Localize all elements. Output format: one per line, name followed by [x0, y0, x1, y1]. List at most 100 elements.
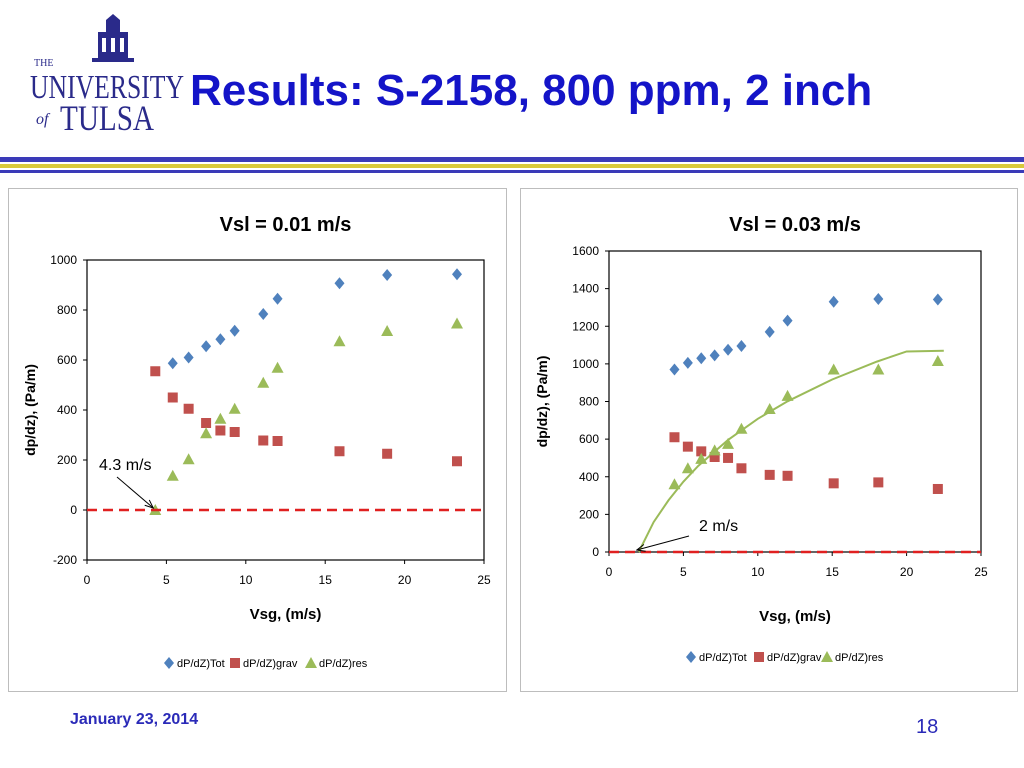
data-point-grav [873, 477, 884, 488]
data-point-res [166, 469, 179, 481]
y-tick-label: 200 [579, 507, 599, 521]
y-tick-label: 800 [57, 303, 77, 317]
legend-label-grav: dP/dZ)grav [767, 652, 822, 664]
data-point-grav [229, 427, 240, 437]
chart-title: Vsl = 0.03 m/s [729, 214, 861, 236]
annotation-arrow [116, 476, 154, 509]
header-rule-gold [0, 164, 1024, 168]
data-point-grav [167, 392, 178, 403]
x-tick-label: 25 [477, 573, 491, 587]
legend-marker-res [305, 657, 317, 668]
x-tick-label: 15 [826, 565, 840, 579]
header-rule-blue-bottom [0, 170, 1024, 173]
data-point-tot [258, 308, 269, 320]
y-tick-label: 600 [57, 353, 77, 367]
x-tick-label: 5 [163, 573, 170, 587]
data-point-tot [932, 293, 943, 306]
data-point-res [763, 403, 776, 415]
data-point-res [333, 335, 346, 347]
y-tick-label: 200 [57, 453, 77, 467]
x-tick-label: 15 [319, 573, 333, 587]
y-tick-label: 1200 [572, 319, 599, 333]
x-tick-label: 20 [398, 573, 412, 587]
data-point-res [681, 462, 694, 474]
data-point-res [668, 478, 681, 490]
chart-vsl-001: Vsl = 0.01 m/s -200 0 200 400 600 800 1000 0 5 10 1… [22, 214, 491, 670]
logo-the: THE [34, 58, 53, 69]
y-tick-label: 1000 [50, 253, 77, 267]
legend-marker-grav [230, 658, 240, 668]
university-logo-graphic: THE UNIVERSITY of TULSA [30, 14, 184, 138]
data-point-grav [932, 483, 943, 494]
data-point-res [708, 444, 721, 456]
legend-label-res: dP/dZ)res [835, 652, 884, 664]
annotation-arrowhead [144, 499, 155, 509]
data-point-tot [782, 314, 793, 327]
data-point-tot [696, 352, 707, 365]
data-point-res [722, 437, 735, 449]
legend-label-tot: dP/dZ)Tot [177, 658, 225, 670]
data-point-grav [723, 452, 734, 463]
data-point-tot [272, 292, 283, 305]
data-point-tot [709, 349, 720, 362]
chart-vsl-003: Vsl = 0.03 m/s02004006008001000120014001… [534, 214, 988, 664]
data-point-res [872, 363, 885, 375]
chart-panel-vsl-001: Vsl = 0.01 m/s -200 0 200 400 600 800 1000 0 5 10 1… [8, 188, 507, 692]
data-point-res [182, 453, 195, 465]
legend-marker-grav [754, 652, 764, 662]
data-point-tot [183, 351, 194, 364]
x-tick-label: 10 [239, 573, 253, 587]
y-tick-label: 1000 [572, 357, 599, 371]
data-point-grav [709, 451, 720, 462]
data-point-grav [183, 403, 194, 414]
x-tick-label: 0 [84, 573, 91, 587]
y-tick-label: -200 [53, 553, 77, 567]
y-axis-label: dp/dz), (Pa/m) [22, 364, 38, 456]
x-tick-label: 10 [751, 565, 765, 579]
data-point-tot [229, 324, 240, 337]
data-point-res [381, 325, 394, 336]
data-point-tot [764, 325, 775, 338]
data-point-tot [215, 333, 226, 346]
slide-title: Results: S-2158, 800 ppm, 2 inch [190, 66, 873, 115]
legend-marker-tot [164, 657, 174, 669]
university-logo: THE UNIVERSITY of TULSA [28, 14, 188, 139]
data-point-res [781, 389, 794, 401]
data-point-grav [736, 463, 747, 474]
annotation-arrow [636, 535, 690, 551]
data-point-res [271, 361, 284, 373]
data-point-grav [382, 448, 393, 459]
data-point-grav [782, 470, 793, 481]
data-point-grav [215, 425, 226, 436]
x-tick-label: 0 [606, 565, 613, 579]
data-point-grav [452, 456, 463, 467]
data-point-tot [669, 363, 680, 376]
annotation-label: 2 m/s [699, 518, 738, 535]
y-tick-label: 400 [57, 403, 77, 417]
data-point-tot [723, 343, 734, 356]
page-number: 18 [916, 716, 939, 738]
data-point-grav [669, 432, 680, 443]
legend-label-res: dP/dZ)res [319, 658, 368, 670]
chart-title: Vsl = 0.01 m/s [220, 214, 352, 236]
x-tick-label: 25 [974, 565, 988, 579]
data-point-tot [382, 269, 393, 281]
data-point-tot [452, 268, 463, 281]
data-point-res [228, 402, 241, 414]
data-point-grav [201, 418, 212, 428]
data-point-grav [258, 435, 269, 446]
y-tick-label: 600 [579, 432, 599, 446]
data-point-res [931, 355, 944, 367]
data-point-tot [873, 292, 884, 305]
footer-date: January 23, 2014 [70, 711, 199, 728]
annotation-label: 4.3 m/s [99, 457, 151, 474]
chart-panel-vsl-003: Vsl = 0.03 m/s 0 200 400 600 800 1000 1200 1400 1… [520, 188, 1018, 692]
y-axis-label: dp/dz), (Pa/m) [534, 356, 550, 448]
data-point-res [735, 422, 748, 434]
legend-marker-tot [686, 651, 696, 663]
x-tick-label: 5 [680, 565, 687, 579]
data-point-grav [696, 446, 707, 457]
data-point-grav [828, 478, 839, 489]
x-tick-label: 20 [900, 565, 914, 579]
data-point-grav [764, 469, 775, 480]
